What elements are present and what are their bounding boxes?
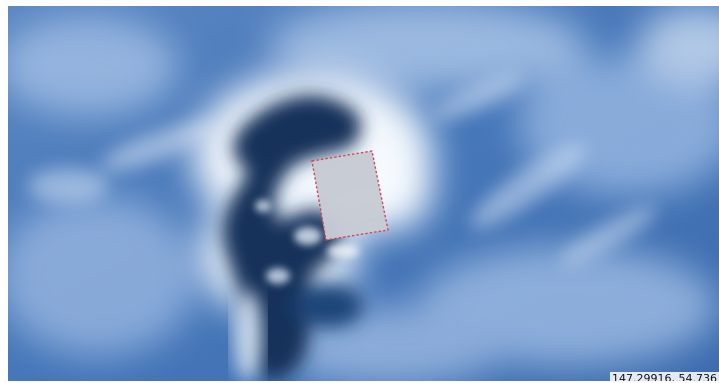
map-viewport[interactable]: 147.29916, 54.736 xyxy=(8,6,719,381)
ice-texture xyxy=(8,6,719,381)
frame-top-edge xyxy=(0,0,719,6)
island-highlights xyxy=(255,200,359,284)
ice-streaks xyxy=(28,72,657,266)
glacier-tongue xyxy=(234,291,262,381)
coordinate-readout: 147.29916, 54.736 xyxy=(610,372,719,381)
frame-left-edge xyxy=(0,0,8,383)
satellite-imagery xyxy=(8,6,719,381)
selection-rectangle[interactable] xyxy=(311,150,389,241)
